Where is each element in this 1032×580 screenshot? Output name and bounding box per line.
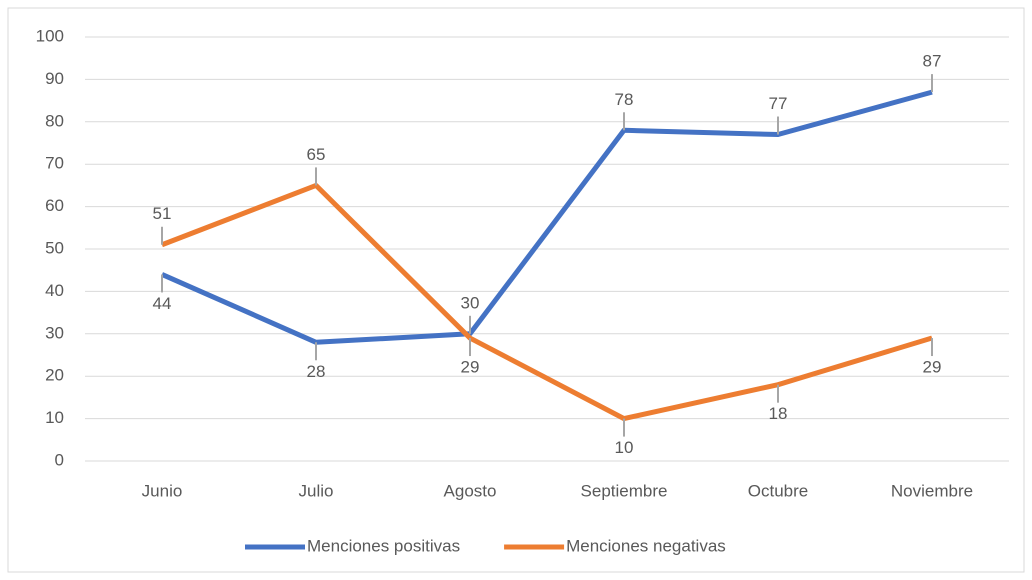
x-tick-label: Julio: [299, 481, 334, 500]
data-label: 77: [769, 94, 788, 113]
data-label: 78: [615, 90, 634, 109]
x-tick-label: Agosto: [444, 481, 497, 500]
data-label: 18: [769, 404, 788, 423]
y-tick-label: 50: [45, 238, 64, 257]
data-label: 65: [307, 145, 326, 164]
legend-label: Menciones negativas: [566, 536, 726, 555]
y-tick-label: 40: [45, 281, 64, 300]
data-label: 29: [923, 358, 942, 377]
data-label: 87: [923, 52, 942, 71]
x-tick-label: Noviembre: [891, 481, 973, 500]
legend-label: Menciones positivas: [307, 536, 460, 555]
x-tick-label: Septiembre: [581, 481, 668, 500]
y-tick-label: 10: [45, 408, 64, 427]
series-line: [160, 89, 933, 345]
data-label: 44: [153, 294, 172, 313]
x-tick-label: Octubre: [748, 481, 808, 500]
y-tick-label: 30: [45, 323, 64, 342]
y-tick-label: 100: [36, 26, 64, 45]
chart-border: [7, 7, 1025, 573]
y-tick-label: 0: [55, 450, 64, 469]
x-tick-label: Junio: [142, 481, 183, 500]
y-tick-label: 70: [45, 154, 64, 173]
y-tick-label: 20: [45, 366, 64, 385]
data-label: 10: [615, 438, 634, 457]
data-label: 30: [461, 293, 480, 312]
series-line: [161, 182, 933, 422]
data-label: 51: [153, 204, 172, 223]
y-tick-label: 60: [45, 196, 64, 215]
data-label: 29: [461, 358, 480, 377]
y-tick-label: 80: [45, 111, 64, 130]
y-tick-label: 90: [45, 69, 64, 88]
data-label: 28: [307, 362, 326, 381]
